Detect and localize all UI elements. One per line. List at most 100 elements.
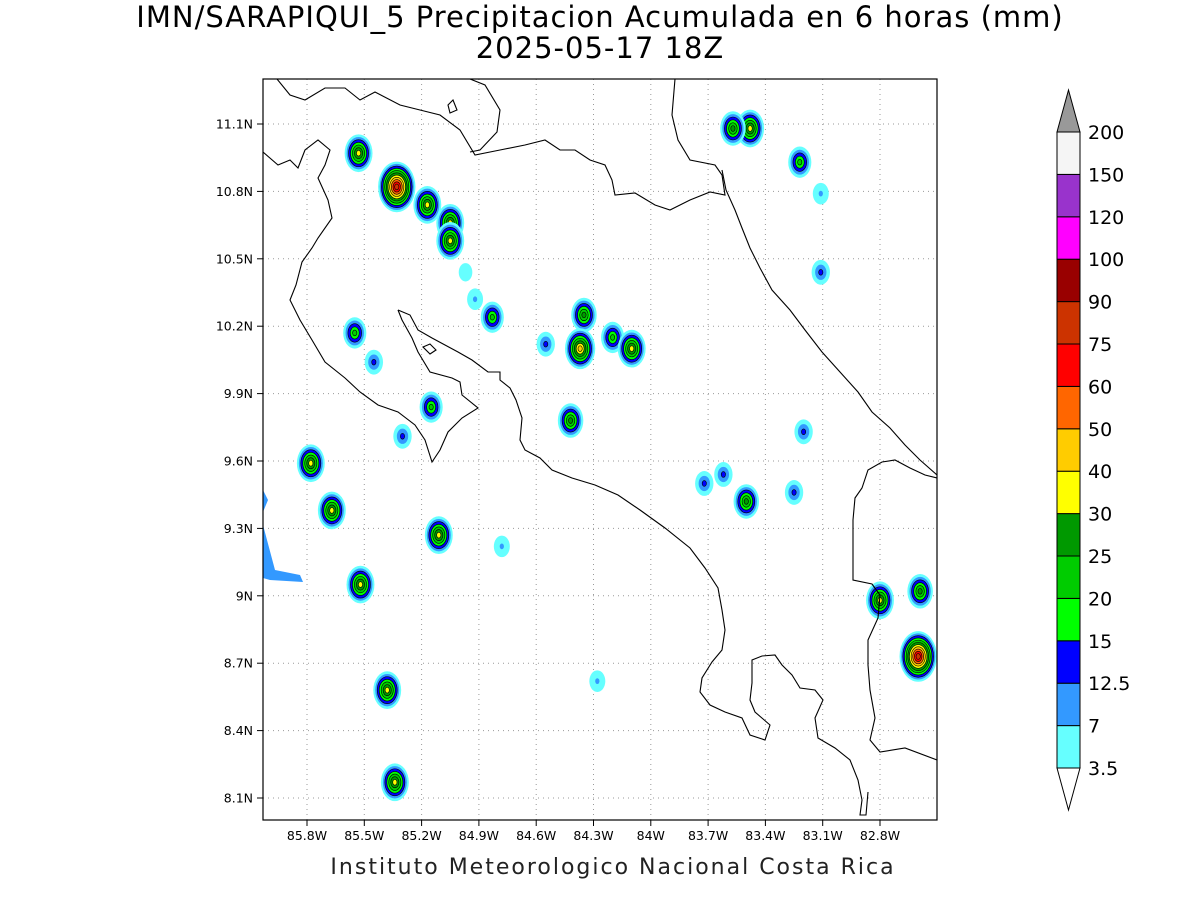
lon-tick-label: 83.4W — [745, 828, 785, 843]
precip-contour — [499, 543, 504, 550]
precip-contour — [436, 531, 442, 539]
precip-edge-band — [263, 490, 268, 512]
precip-cell — [733, 484, 760, 519]
colorbar-label: 25 — [1088, 546, 1112, 568]
precip-cell — [589, 670, 606, 692]
nicaragua-coast — [276, 79, 726, 211]
colorbar-label: 150 — [1088, 164, 1124, 186]
precip-contour — [577, 345, 583, 352]
precip-contour — [720, 471, 726, 478]
colorbar-label: 75 — [1088, 334, 1112, 356]
precip-cell — [720, 111, 746, 146]
precip-cell — [557, 403, 584, 438]
precip-contour — [472, 296, 478, 303]
precip-contour — [308, 460, 314, 467]
precip-cell — [617, 329, 646, 368]
colorbar-under-triangle — [1056, 767, 1081, 812]
lon-tick-label: 83.7W — [688, 828, 728, 843]
precip-contour — [743, 498, 749, 505]
precip-cell — [812, 182, 829, 205]
lat-tick-label: 10.8N — [216, 184, 253, 199]
lon-tick-label: 84.9W — [459, 828, 499, 843]
colorbar-label: 15 — [1088, 631, 1112, 653]
colorbar-swatch — [1056, 725, 1081, 769]
precip-contour — [818, 269, 824, 276]
colorbar-swatch — [1056, 513, 1081, 557]
precip-contour — [329, 507, 335, 514]
colorbar-label: 50 — [1088, 419, 1112, 441]
coastline-borders — [263, 79, 937, 816]
colorbar-label: 40 — [1088, 461, 1112, 483]
precip-cell — [695, 471, 714, 496]
latitude-axis: 11.1N 10.8N 10.5N 10.2N 9.9N 9.6N 9.3N 9N 8.7N 8.… — [216, 117, 263, 806]
colorbar-swatch — [1056, 640, 1081, 684]
precip-contour — [818, 190, 823, 197]
colorbar-swatch — [1056, 131, 1081, 175]
panama-border — [852, 459, 937, 761]
colorbar-swatch — [1056, 258, 1081, 303]
precip-contour — [352, 329, 358, 337]
precip-contour — [791, 489, 797, 496]
precip-contour — [629, 345, 635, 352]
colorbar-swatch — [1056, 555, 1081, 599]
precip-cell — [373, 671, 402, 710]
colorbar-label: 20 — [1088, 588, 1112, 610]
title-block: IMN/SARAPIQUI_5 Precipitacion Acumulada … — [0, 2, 1200, 64]
lon-tick-label: 82.8W — [860, 828, 900, 843]
lat-tick-label: 9.6N — [224, 454, 253, 469]
precip-cell — [424, 516, 453, 554]
lon-tick-label: 84.6W — [516, 828, 556, 843]
lat-tick-label: 8.1N — [224, 791, 253, 806]
colorbar-swatch — [1056, 597, 1081, 642]
colorbar-swatch — [1056, 428, 1081, 472]
lon-tick-label: 84.3W — [573, 828, 613, 843]
colorbar-swatch — [1056, 343, 1081, 387]
precip-contour — [581, 311, 587, 319]
graticule-grid — [263, 79, 937, 820]
precip-cell — [565, 328, 596, 370]
precip-contour — [801, 428, 807, 435]
precip-cell — [784, 480, 804, 505]
precip-contour — [568, 417, 574, 424]
precip-cell — [493, 535, 510, 558]
precip-contour — [394, 183, 400, 191]
island-small — [447, 99, 458, 114]
precip-cell — [467, 288, 484, 311]
lake-nicaragua-edge — [469, 79, 501, 153]
precip-contour — [358, 581, 363, 588]
guanacaste-coast — [263, 139, 479, 464]
precip-cell — [393, 423, 412, 449]
precip-contour — [917, 588, 923, 595]
precip-cell — [811, 259, 830, 285]
precip-cell — [536, 331, 555, 357]
colorbar-label: 12.5 — [1088, 673, 1130, 695]
colorbar-label: 60 — [1088, 376, 1112, 398]
precip-cell — [317, 491, 346, 530]
precip-cell — [714, 462, 733, 487]
credit-text: Instituto Meteorologico Nacional Costa R… — [330, 855, 896, 880]
precip-contour — [371, 358, 377, 366]
precip-contour — [610, 334, 616, 341]
precip-contour — [400, 433, 405, 440]
precip-cell — [344, 134, 373, 173]
colorbar-swatch — [1056, 470, 1081, 515]
colorbar-swatch — [1056, 682, 1081, 727]
precip-contour — [747, 125, 753, 132]
colorbar-swatch — [1056, 385, 1081, 430]
precip-contour — [428, 403, 434, 411]
precip-cell — [413, 186, 442, 224]
lat-tick-label: 10.2N — [216, 319, 253, 334]
precip-contour — [392, 779, 398, 786]
colorbar-swatch — [1056, 216, 1081, 260]
colorbar-label: 3.5 — [1088, 758, 1118, 780]
precip-cell — [343, 317, 367, 349]
precip-cell — [601, 321, 625, 354]
colorbar-over-triangle — [1056, 88, 1081, 133]
precip-cell — [378, 161, 416, 213]
lat-tick-label: 8.4N — [224, 723, 253, 738]
precip-contour — [489, 314, 495, 321]
colorbar-label: 120 — [1088, 207, 1124, 229]
lon-tick-label: 85.5W — [344, 828, 384, 843]
precip-contour — [730, 125, 736, 132]
